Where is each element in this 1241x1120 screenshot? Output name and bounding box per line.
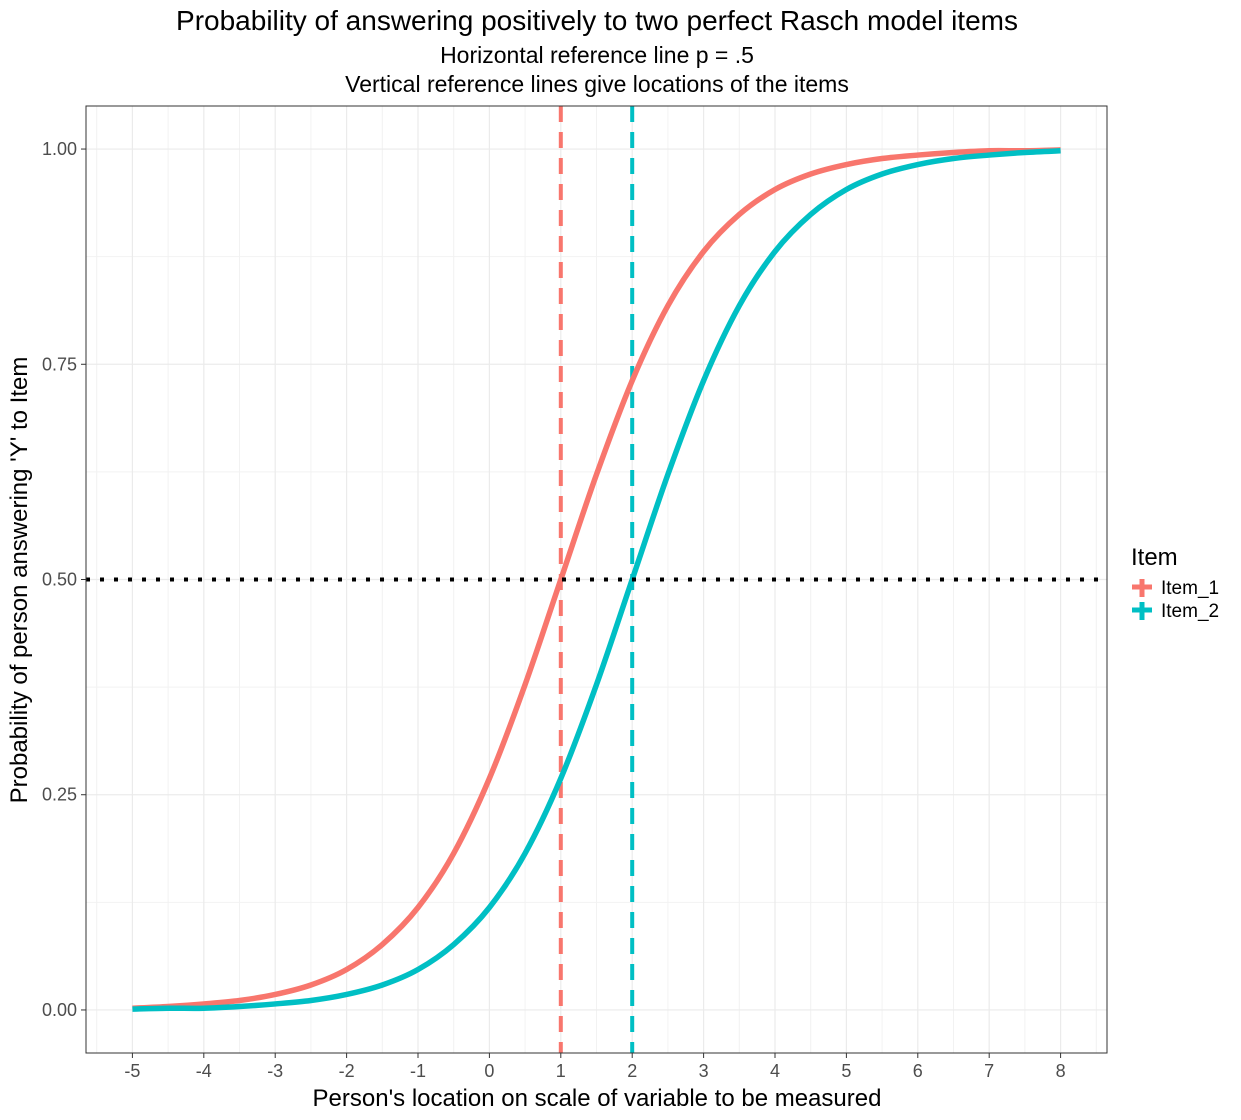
x-tick-label: 7 [984, 1061, 994, 1081]
series-line-item_1 [132, 147, 1061, 1011]
x-tick-label: 8 [1056, 1061, 1066, 1081]
y-tick-label: 0.50 [42, 570, 77, 590]
y-axis-title: Probability of person answering 'Y' to I… [6, 357, 33, 804]
y-tick-label: 0.75 [42, 354, 77, 374]
x-tick-label: 5 [841, 1061, 851, 1081]
y-tick-label: 0.00 [42, 1000, 77, 1020]
x-tick-label: 3 [699, 1061, 709, 1081]
legend-label: Item_2 [1161, 601, 1219, 622]
x-tick-label: 4 [770, 1061, 780, 1081]
x-tick-label: 6 [913, 1061, 923, 1081]
y-tick-label: 1.00 [42, 139, 77, 159]
x-tick-label: -2 [339, 1061, 355, 1081]
grid [86, 106, 1107, 1053]
legend-label: Item_1 [1161, 578, 1219, 599]
legend-title: Item [1131, 544, 1178, 571]
series-line-item_2 [132, 148, 1061, 1012]
y-tick-label: 0.25 [42, 785, 77, 805]
chart-title: Probability of answering positively to t… [176, 5, 1018, 36]
x-tick-label: -1 [410, 1061, 426, 1081]
x-axis-title: Person's location on scale of variable t… [313, 1085, 882, 1112]
chart-subtitle-1: Horizontal reference line p = .5 [440, 42, 754, 68]
x-tick-label: -3 [267, 1061, 283, 1081]
axes: -5 -4 -3 -2 -1 0 1 2 3 4 5 6 7 8 0.00 0.25 0.50 0.75 1.00 [42, 139, 1066, 1081]
x-tick-label: 2 [627, 1061, 637, 1081]
x-tick-label: 0 [484, 1061, 494, 1081]
series-lines [86, 147, 1107, 1012]
x-tick-label: 1 [556, 1061, 566, 1081]
chart-subtitle-2: Vertical reference lines give locations … [345, 71, 849, 97]
x-tick-label: -5 [124, 1061, 140, 1081]
x-tick-label: -4 [196, 1061, 212, 1081]
